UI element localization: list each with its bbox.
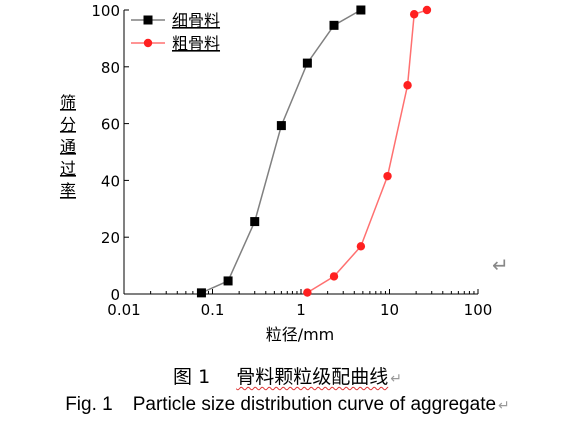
axes: 0 20 40 60 80 100 0.01 0.1 1 10 100 (91, 2, 492, 319)
return-mark: ↵ (498, 397, 510, 413)
legend-marker (143, 15, 153, 25)
data-point (422, 5, 432, 15)
x-label-text: 粒径/mm (266, 325, 335, 344)
legend-label: 细骨料 (172, 11, 220, 30)
data-point (356, 242, 366, 251)
data-point (276, 121, 286, 131)
series-layer (196, 5, 432, 298)
y-label-char: 率 (60, 181, 76, 200)
data-point (409, 10, 419, 19)
x-axis-label: 粒径/mm (266, 325, 335, 344)
data-point (250, 217, 260, 227)
series-line (306, 9, 428, 294)
caption-en-label: Fig. 1 (65, 394, 113, 415)
series-line (201, 9, 362, 294)
y-label-char: 筛 (60, 93, 76, 112)
x-tick-label: 10 (380, 301, 399, 319)
x-tick-label: 0.01 (107, 301, 140, 319)
caption-english: Fig. 1 Particle size distribution curve o… (0, 394, 575, 416)
data-point (196, 288, 206, 298)
caption-en-text: Particle size distribution curve of aggr… (132, 394, 497, 415)
y-label-char: 通 (60, 137, 76, 156)
series-1 (196, 5, 366, 298)
y-tick-label: 20 (101, 229, 120, 247)
return-mark: ↵ (390, 371, 402, 387)
data-point (329, 20, 339, 30)
y-tick-label: 100 (91, 2, 120, 20)
legend-item: 粗骨料 (131, 34, 220, 53)
data-point (303, 288, 312, 297)
legend-label: 粗骨料 (172, 34, 220, 53)
x-tick-label: 100 (464, 301, 493, 319)
legend-item: 细骨料 (131, 11, 220, 30)
return-mark: ↵ (492, 253, 509, 277)
x-tick-label: 1 (296, 301, 306, 319)
series-2 (303, 5, 432, 297)
y-label-char: 过 (60, 159, 76, 178)
data-point (383, 171, 392, 181)
caption-chinese: 图 1 骨料颗粒级配曲线 ↵ (0, 362, 575, 389)
x-tick-label: 0.1 (201, 301, 225, 319)
data-point (223, 276, 233, 286)
caption-cn-label: 图 1 (173, 366, 211, 388)
data-point (403, 81, 412, 90)
y-label-char: 分 (60, 115, 76, 134)
caption-cn-text: 骨料颗粒级配曲线 (236, 366, 389, 388)
data-point (302, 58, 312, 68)
y-tick-label: 60 (101, 116, 120, 134)
data-point (356, 5, 366, 15)
data-point (329, 272, 339, 281)
y-tick-label: 40 (101, 172, 120, 190)
legend-marker (143, 38, 153, 48)
y-tick-label: 80 (101, 59, 120, 77)
y-tick-label: 0 (110, 286, 120, 304)
